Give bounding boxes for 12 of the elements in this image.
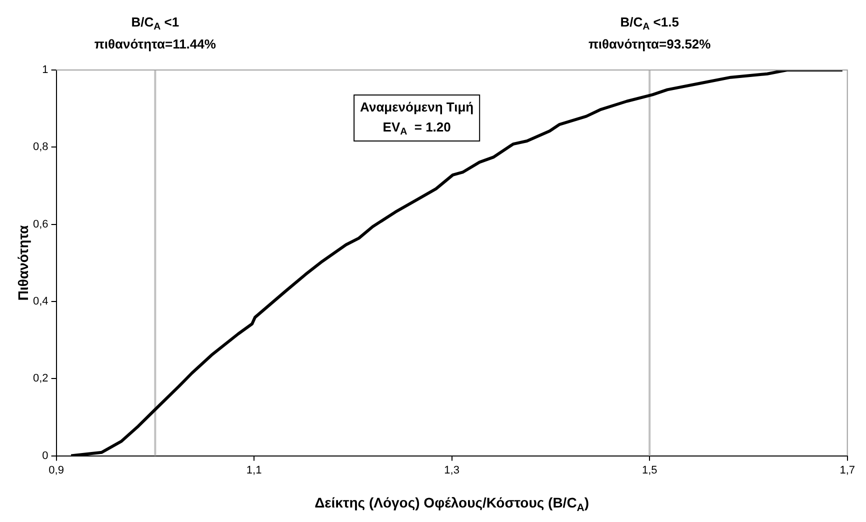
x-tick-label: 0,9 [48,464,64,476]
x-tick-label: 1,7 [840,464,856,476]
y-tick-label: 1 [42,64,48,76]
y-tick-label: 0,6 [32,218,48,230]
x-tick-label: 1,3 [444,464,460,476]
y-tick-label: 0,4 [32,296,48,308]
y-tick-label: 0,2 [32,372,48,385]
y-tick-label: 0 [42,450,48,462]
y-tick-label: 0,8 [32,141,48,154]
x-tick-label: 1,1 [246,464,262,476]
y-axis-title: Πιθανότητα [14,224,31,301]
x-tick-label: 1,5 [642,464,658,476]
